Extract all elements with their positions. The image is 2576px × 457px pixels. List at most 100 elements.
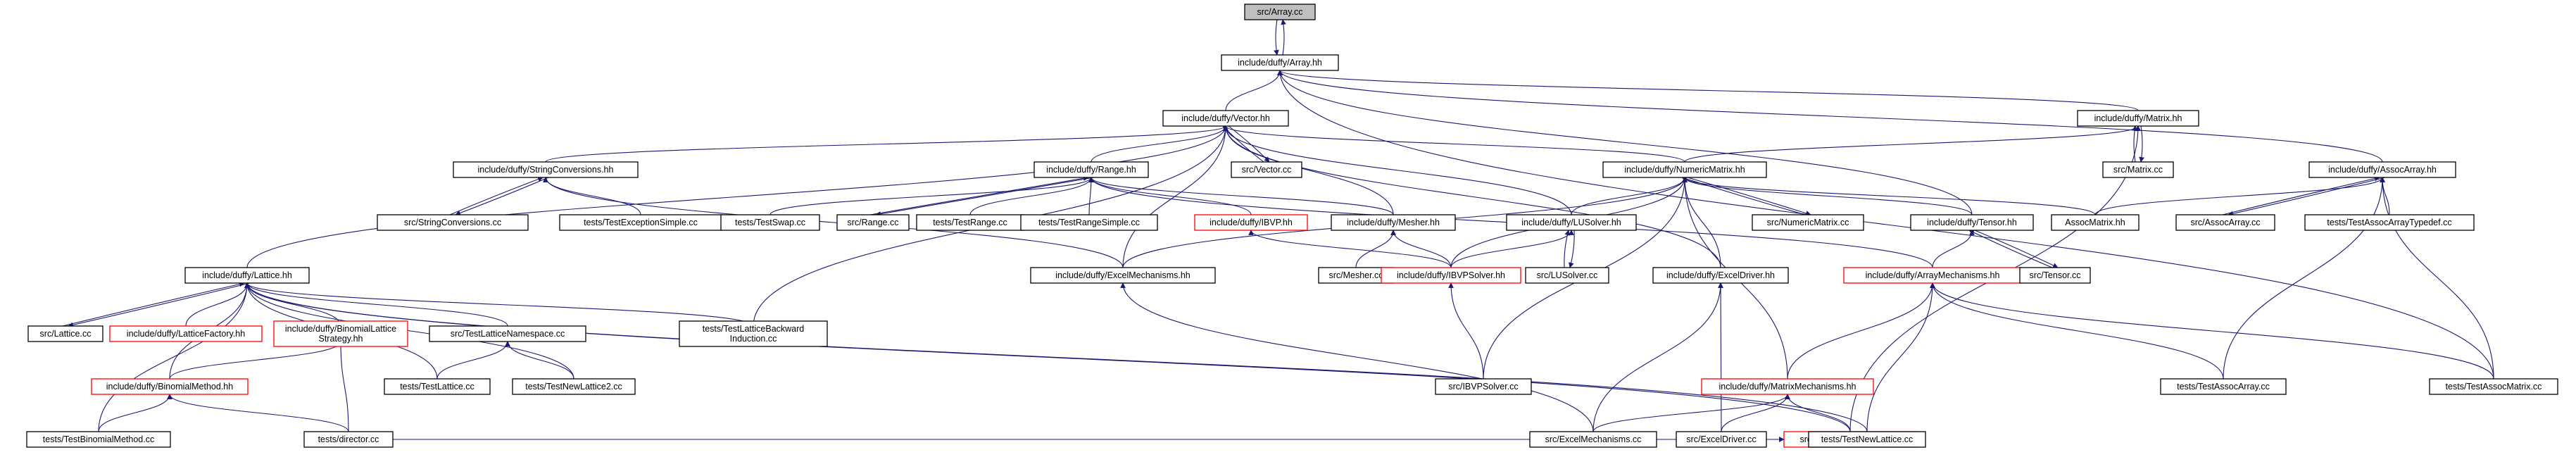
edge-strconv_hh-to-vector_hh	[545, 125, 1229, 163]
edge-numericmatrix_hh-to-numericmatrix_cc	[1687, 177, 1811, 216]
node-testswap[interactable]: tests/TestSwap.cc	[720, 214, 820, 231]
node-label: src/ExcelMechanisms.cc	[1545, 434, 1642, 444]
node-ibvp-hh[interactable]: include/duffy/IBVP.hh	[1194, 214, 1308, 231]
edge-testbinmethod-to-lattice_hh	[98, 282, 250, 432]
edge-ibvpsolver_cc-to-ibvpsolver_hh	[1448, 282, 1484, 380]
node-box	[2019, 267, 2091, 284]
edge-vector_hh-to-array_hh	[1225, 70, 1283, 111]
edge-excelmech_cc-to-matrixmech_hh	[1592, 394, 1790, 432]
edge-lusolver_cc-to-lusolver_hh	[1564, 230, 1570, 268]
node-label: include/duffy/Lattice.hh	[202, 270, 292, 280]
node-box	[1033, 161, 1149, 178]
node-testrangesimple[interactable]: tests/TestRangeSimple.cc	[1020, 214, 1158, 231]
node-latticefactory-hh[interactable]: include/duffy/LatticeFactory.hh	[109, 325, 263, 342]
node-mesher-cc[interactable]: src/Mesher.cc	[1318, 267, 1394, 284]
node-testassocarraytypedef[interactable]: tests/TestAssocArrayTypedef.cc	[2304, 214, 2475, 231]
node-box	[1525, 267, 1609, 284]
node-tensor-cc[interactable]: src/Tensor.cc	[2019, 267, 2091, 284]
node-testnewlattice2[interactable]: tests/TestNewLattice2.cc	[512, 378, 636, 395]
node-lattice-hh[interactable]: include/duffy/Lattice.hh	[184, 267, 310, 284]
node-assocmatrix-hh[interactable]: AssocMatrix.hh	[2051, 214, 2140, 231]
node-label: src/TestLatticeNamespace.cc	[451, 329, 565, 339]
node-label: src/Vector.cc	[1242, 165, 1292, 175]
node-assocarray-hh[interactable]: include/duffy/AssocArray.hh	[2308, 161, 2456, 178]
node-array-hh[interactable]: include/duffy/Array.hh	[1221, 54, 1339, 71]
node-lusolver-cc[interactable]: src/LUSolver.cc	[1525, 267, 1609, 284]
edge-range_cc-to-range_hh	[869, 175, 1089, 215]
node-testrange[interactable]: tests/TestRange.cc	[916, 214, 1024, 231]
edge-testexcsimple-to-strconv_hh	[543, 177, 641, 215]
node-assocarray-cc[interactable]: src/AssocArray.cc	[2175, 214, 2275, 231]
node-ibvpsolver-hh[interactable]: include/duffy/IBVPSolver.hh	[1381, 267, 1521, 284]
node-strconv-cc[interactable]: src/StringConversions.cc	[377, 214, 529, 231]
node-vector-hh[interactable]: include/duffy/Vector.hh	[1162, 110, 1289, 127]
node-label: include/duffy/Tensor.hh	[1927, 218, 2017, 227]
node-box	[377, 214, 529, 231]
node-testbinmethod[interactable]: tests/TestBinomialMethod.cc	[26, 431, 171, 448]
edge-matrix_hh-to-array_hh	[1277, 70, 2139, 111]
edge-array_hh-to-array_cc	[1281, 19, 1286, 56]
node-box	[1331, 214, 1456, 231]
node-numericmatrix-cc[interactable]: src/NumericMatrix.cc	[1752, 214, 1864, 231]
edge-lattice_cc-to-lattice_hh	[62, 281, 245, 327]
node-label: tests/TestAssocMatrix.cc	[2446, 382, 2542, 392]
node-strconv-hh[interactable]: include/duffy/StringConversions.hh	[453, 161, 639, 178]
node-matrixmech-hh[interactable]: include/duffy/MatrixMechanisms.hh	[1701, 378, 1874, 395]
node-testlattice[interactable]: tests/TestLattice.cc	[384, 378, 491, 395]
edge-latticemech_cc-to-matrixmech_hh	[1785, 394, 1851, 432]
edge-excelmech_hh-to-strconv_hh	[543, 177, 1124, 268]
node-mesher-hh[interactable]: include/duffy/Mesher.hh	[1331, 214, 1456, 231]
node-box	[2051, 214, 2140, 231]
node-box	[1701, 378, 1874, 395]
node-label: include/duffy/Matrix.hh	[2094, 113, 2182, 123]
node-label: include/duffy/AssocArray.hh	[2328, 165, 2437, 175]
edge-testnewlattice2-to-testlatticens	[505, 341, 574, 380]
node-testlatticens[interactable]: src/TestLatticeNamespace.cc	[429, 325, 586, 342]
edge-testrangesimple-to-range_hh	[1088, 177, 1094, 215]
edge-tensor_cc-to-tensor_hh	[1968, 230, 2053, 268]
edge-exceldriver_hh-to-vector_hh	[1223, 125, 1721, 268]
node-ibvpsolver-cc[interactable]: src/IBVPSolver.cc	[1435, 378, 1532, 395]
node-binmethod-hh[interactable]: include/duffy/BinomialMethod.hh	[91, 378, 249, 395]
edge-lusolver_hh-to-vector_hh	[1223, 125, 1572, 215]
node-label: include/duffy/LUSolver.hh	[1521, 218, 1621, 227]
node-box	[2077, 110, 2199, 127]
node-lusolver-hh[interactable]: include/duffy/LUSolver.hh	[1506, 214, 1637, 231]
edge-assocmatrix_hh-to-assocarray_hh	[2094, 177, 2385, 215]
node-excelmech-hh[interactable]: include/duffy/ExcelMechanisms.hh	[1030, 267, 1216, 284]
node-lattice-cc[interactable]: src/Lattice.cc	[27, 325, 103, 342]
node-testassocarray[interactable]: tests/TestAssocArray.cc	[2160, 378, 2287, 395]
node-arraymech-hh[interactable]: include/duffy/ArrayMechanisms.hh	[1843, 267, 2022, 284]
node-label: src/Range.cc	[848, 218, 899, 227]
node-label: include/duffy/Array.hh	[1238, 58, 1322, 68]
node-vector-cc[interactable]: src/Vector.cc	[1231, 161, 1302, 178]
edge-binmethod_hh-to-binlatstrat_hh	[169, 341, 344, 380]
node-tensor-hh[interactable]: include/duffy/Tensor.hh	[1910, 214, 2034, 231]
node-testnewlattice[interactable]: tests/TestNewLattice.cc	[1808, 431, 1926, 448]
edge-numericmatrix_hh-to-matrix_hh	[1684, 125, 2141, 163]
node-box	[836, 214, 910, 231]
node-exceldriver-hh[interactable]: include/duffy/ExcelDriver.hh	[1652, 267, 1789, 284]
node-director-cc[interactable]: tests/director.cc	[303, 431, 394, 448]
node-box	[384, 378, 491, 395]
node-box	[1020, 214, 1158, 231]
node-numericmatrix-hh[interactable]: include/duffy/NumericMatrix.hh	[1602, 161, 1767, 178]
node-label: src/Array.cc	[1257, 7, 1302, 17]
node-range-cc[interactable]: src/Range.cc	[836, 214, 910, 231]
node-box	[1910, 214, 2034, 231]
node-testexcsimple[interactable]: tests/TestExceptionSimple.cc	[559, 214, 722, 231]
node-matrix-hh[interactable]: include/duffy/Matrix.hh	[2077, 110, 2199, 127]
node-label: tests/TestRange.cc	[933, 218, 1007, 227]
edge-assocarray_hh-to-array_hh	[1277, 70, 2383, 163]
node-array-cc[interactable]: src/Array.cc	[1244, 4, 1316, 20]
node-box	[303, 431, 394, 448]
node-testassocmatrix[interactable]: tests/TestAssocMatrix.cc	[2429, 378, 2558, 395]
edge-assocarray_hh-to-assocarray_cc	[2228, 177, 2386, 217]
node-exceldriver-cc[interactable]: src/ExcelDriver.cc	[1676, 431, 1767, 448]
node-excelmech-cc[interactable]: src/ExcelMechanisms.cc	[1529, 431, 1657, 448]
node-box	[2160, 378, 2287, 395]
node-matrix-cc[interactable]: src/Matrix.cc	[2102, 161, 2174, 178]
node-range-hh[interactable]: include/duffy/Range.hh	[1033, 161, 1149, 178]
